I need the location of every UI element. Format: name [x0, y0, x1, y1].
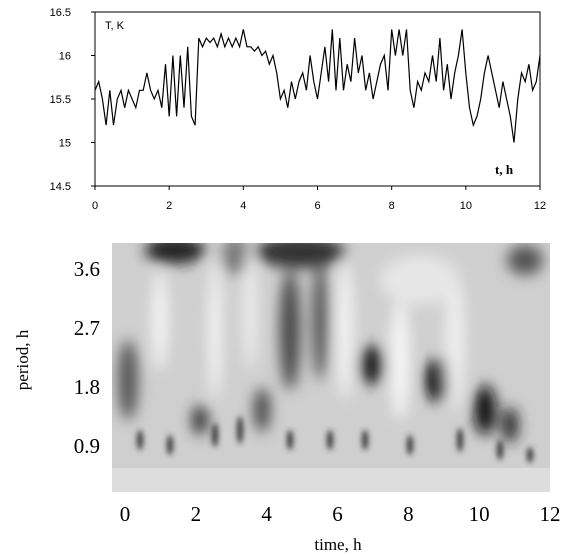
y-tick-label: 3.6 — [74, 257, 100, 281]
scalogram — [112, 243, 550, 492]
x-axis-label: t, h — [495, 162, 514, 177]
x-tick-label: 0 — [92, 200, 98, 212]
x-tick-label: 2 — [166, 200, 172, 212]
temperature-line — [94, 29, 541, 143]
x-tick-label: 10 — [469, 502, 490, 526]
y-tick-label: 15 — [59, 138, 71, 150]
y-tick-label: 15.5 — [50, 94, 71, 106]
y-tick-label: 0.9 — [74, 434, 100, 458]
y-tick-label: 2.7 — [74, 316, 100, 340]
x-tick-label: 0 — [120, 502, 131, 526]
x-tick-label: 6 — [332, 502, 343, 526]
x-tick-label: 12 — [534, 200, 546, 212]
y-tick-label: 1.8 — [74, 375, 100, 399]
y-tick-label: 16 — [59, 51, 71, 63]
x-tick-label: 10 — [460, 200, 472, 212]
y-axis-label: period, h — [13, 329, 32, 390]
x-tick-label: 12 — [540, 502, 561, 526]
y-tick-label: 14.5 — [50, 181, 71, 193]
x-tick-label: 8 — [403, 502, 414, 526]
x-tick-label: 6 — [314, 200, 320, 212]
x-tick-label: 8 — [389, 200, 395, 212]
y-axis-label: T, K — [105, 20, 125, 32]
x-tick-label: 2 — [191, 502, 202, 526]
x-tick-label: 4 — [261, 502, 272, 526]
x-tick-label: 4 — [240, 200, 246, 212]
x-axis-label: time, h — [314, 535, 362, 554]
y-tick-label: 16.5 — [50, 7, 71, 19]
